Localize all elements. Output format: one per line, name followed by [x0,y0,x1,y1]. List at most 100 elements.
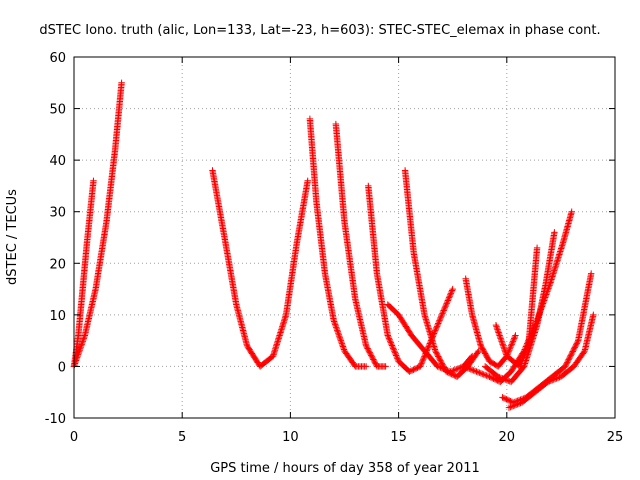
data-point [503,376,510,384]
data-point [80,335,87,342]
data-point [564,357,572,365]
data-point [491,376,499,383]
data-point [448,287,456,294]
data-point [435,353,442,360]
data-point [79,338,86,345]
data-point [417,363,424,370]
data-point [518,358,525,366]
data-points [70,79,597,411]
data-point [481,371,489,379]
data-point [437,357,444,364]
data-point [568,351,575,358]
data-point [451,366,459,374]
data-point [330,318,338,325]
data-point [496,333,504,341]
data-point [445,294,453,301]
data-point [500,375,508,383]
data-point [432,349,440,356]
data-point [572,342,579,350]
data-point [495,330,503,338]
y-tick-label: 50 [49,103,66,118]
x-tick-label: 20 [499,430,516,445]
data-point [118,79,125,86]
data-point [337,335,344,343]
data-point [487,374,495,381]
data-point [473,368,480,375]
data-point [339,343,347,350]
data-point [521,351,528,358]
data-point [412,365,420,372]
data-point [332,321,339,328]
data-point [488,374,496,382]
data-point [414,364,421,371]
data-point [337,337,345,344]
data-point [565,356,572,363]
data-point [447,368,454,375]
data-point [76,347,83,354]
data-point [517,361,524,369]
data-point [567,352,574,359]
data-point [496,374,503,381]
data-point [71,361,78,369]
data-point [367,350,374,358]
data-point [507,403,514,411]
data-point [387,339,394,346]
data-point [571,344,578,351]
data-point [479,370,486,378]
data-point [334,327,341,334]
data-point [434,321,441,329]
series-arc7 [401,167,482,380]
data-point [457,364,464,371]
data-point [499,342,507,349]
data-point [440,365,447,372]
data-point [388,340,395,348]
data-point [362,363,370,370]
data-point [389,345,397,352]
data-point [474,349,481,356]
x-tick-label: 15 [390,430,407,445]
data-point [507,398,514,405]
data-point [467,366,474,373]
data-point [443,300,450,307]
data-point [502,376,509,383]
data-point [507,342,515,349]
data-point [71,360,79,367]
data-point [433,323,441,330]
data-point [75,349,82,357]
data-point [439,308,447,316]
data-point [444,298,451,306]
x-tick-label: 25 [607,430,624,445]
data-point [340,344,347,352]
data-point [74,351,82,358]
data-point [573,340,581,347]
data-point [336,334,344,341]
data-point [517,360,525,367]
data-point [533,244,541,252]
data-point [494,326,501,333]
data-point [372,360,379,367]
data-point [365,346,372,354]
data-point [437,358,445,366]
data-point [420,356,427,363]
data-point [460,363,467,370]
data-point [508,403,516,410]
data-point [574,338,581,346]
data-point [370,356,377,363]
data-point [503,396,510,403]
y-tick-label: -10 [45,412,66,427]
data-point [511,335,518,342]
data-point [506,397,513,404]
data-point [446,293,453,300]
data-point [515,400,523,407]
data-point [498,338,505,345]
data-point [563,360,570,367]
series-arc3 [209,167,311,370]
data-point [438,311,446,319]
data-point [490,375,497,382]
data-point [453,366,460,373]
series-arc13 [505,311,597,411]
data-point [72,358,79,366]
data-point [511,333,519,341]
data-point [507,344,514,351]
data-point [499,394,506,401]
